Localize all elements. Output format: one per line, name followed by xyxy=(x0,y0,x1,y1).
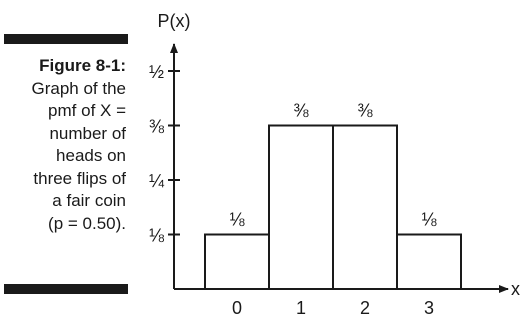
caption-bottom-rule xyxy=(4,284,128,294)
y-tick-label: ¼ xyxy=(149,171,165,191)
y-tick-label: ½ xyxy=(149,62,164,82)
y-axis-label: P(x) xyxy=(158,11,191,31)
bar-x-1 xyxy=(268,124,334,290)
caption-line: Graph of the xyxy=(31,78,126,98)
caption-line: heads on xyxy=(56,146,126,165)
x-tick-label: 0 xyxy=(232,298,242,318)
x-axis-label: x xyxy=(511,279,520,299)
caption-line: (p = 0.50). xyxy=(48,213,126,233)
caption-line: three flips of xyxy=(33,168,126,188)
caption-top-rule xyxy=(4,34,128,44)
bar-value-label: ⅛ xyxy=(229,210,245,230)
x-tick-label: 1 xyxy=(296,298,306,318)
bar-x-3 xyxy=(396,233,462,290)
caption-line: a fair coin xyxy=(52,191,126,210)
bar-value-label: ⅜ xyxy=(293,101,309,121)
bar-x-2 xyxy=(332,124,398,290)
figure-caption: Figure 8-1: Graph of the pmf of X = numb… xyxy=(0,55,126,235)
bar-x-0 xyxy=(204,233,270,290)
y-tick-label: ⅜ xyxy=(149,117,165,137)
figure-label: Figure 8-1: xyxy=(39,56,126,75)
y-tick-label: ⅛ xyxy=(149,226,165,246)
x-tick-label: 2 xyxy=(360,298,370,318)
bar-value-label: ⅜ xyxy=(357,101,373,121)
x-tick-label: 3 xyxy=(424,298,434,318)
caption-line: number of xyxy=(49,123,126,143)
caption-line: pmf of X = xyxy=(48,101,126,120)
bar-value-label: ⅛ xyxy=(421,210,437,230)
